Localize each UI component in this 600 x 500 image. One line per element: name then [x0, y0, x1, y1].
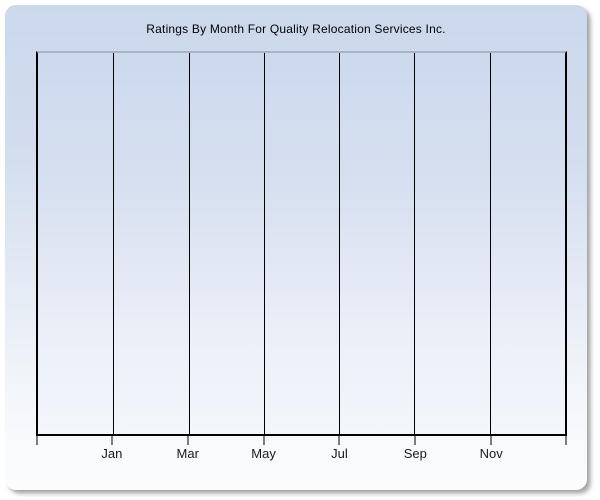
x-axis-tick — [414, 436, 416, 445]
x-axis-label-jan: Jan — [101, 446, 123, 461]
x-axis-tick — [490, 436, 492, 445]
x-axis-tick — [565, 436, 567, 445]
x-axis-label-mar: Mar — [176, 446, 199, 461]
vertical-gridline — [263, 53, 265, 434]
chart-window: Ratings By Month For Quality Relocation … — [5, 5, 587, 490]
x-axis-tick — [36, 436, 38, 445]
x-axis-label-nov: Nov — [479, 446, 503, 461]
vertical-gridline — [339, 53, 341, 434]
plot-area — [36, 51, 567, 436]
vertical-gridline — [414, 53, 416, 434]
x-axis-tick — [263, 436, 265, 445]
vertical-gridline — [489, 53, 491, 434]
x-axis-label-sep: Sep — [403, 446, 427, 461]
x-axis-tick — [338, 436, 340, 445]
x-axis-labels: Jan Mar May Jul Sep Nov — [36, 446, 567, 462]
vertical-gridline — [188, 53, 190, 434]
x-axis-label-jul: Jul — [331, 446, 348, 461]
x-axis-label-may: May — [251, 446, 276, 461]
chart-title: Ratings By Month For Quality Relocation … — [146, 22, 446, 36]
x-axis-tick — [187, 436, 189, 445]
x-axis-tick — [111, 436, 113, 445]
vertical-gridline — [113, 53, 115, 434]
x-axis — [36, 436, 567, 445]
